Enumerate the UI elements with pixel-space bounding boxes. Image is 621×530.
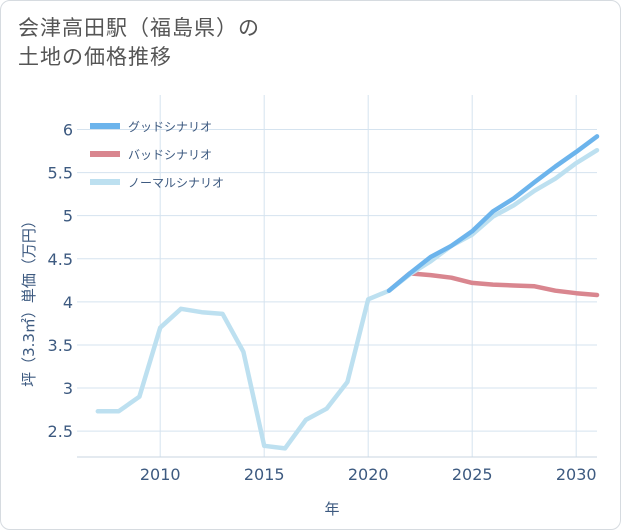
y-tick-label: 5.5 [48, 164, 73, 183]
x-axis-label: 年 [324, 500, 339, 518]
legend-label: ノーマルシナリオ [128, 176, 224, 190]
y-axis-label: 坪（3.3㎡）単価（万円） [20, 213, 38, 387]
y-tick-label: 4 [63, 293, 73, 312]
series-line-2 [95, 147, 600, 451]
y-tick-label: 6 [63, 120, 73, 139]
series-layer [95, 134, 600, 451]
y-tick-label: 2.5 [48, 422, 73, 441]
y-tick-label: 4.5 [48, 250, 73, 269]
y-tick-labels: 2.5 3 3.5 4 4.5 5 5.5 6 [48, 120, 73, 441]
series-line-0 [386, 134, 600, 293]
x-tick-labels: 2010 2015 2020 2025 2030 [140, 465, 597, 484]
x-tick-label: 2015 [244, 465, 285, 484]
legend-label: バッドシナリオ [128, 148, 212, 162]
x-tick-label: 2025 [452, 465, 493, 484]
x-tick-label: 2010 [140, 465, 181, 484]
y-tick-label: 3.5 [48, 336, 73, 355]
x-tick-label: 2030 [556, 465, 597, 484]
chart-title-line1: 会津高田駅（福島県）の [18, 16, 260, 40]
grid [77, 95, 597, 458]
legend-label: グッドシナリオ [128, 120, 212, 134]
chart-title-line2: 土地の価格推移 [18, 45, 172, 69]
series-line-1 [386, 271, 600, 298]
y-tick-label: 3 [63, 379, 73, 398]
x-tick-label: 2020 [348, 465, 389, 484]
chart-title: 会津高田駅（福島県）の 土地の価格推移 [18, 14, 260, 72]
y-tick-label: 5 [63, 207, 73, 226]
